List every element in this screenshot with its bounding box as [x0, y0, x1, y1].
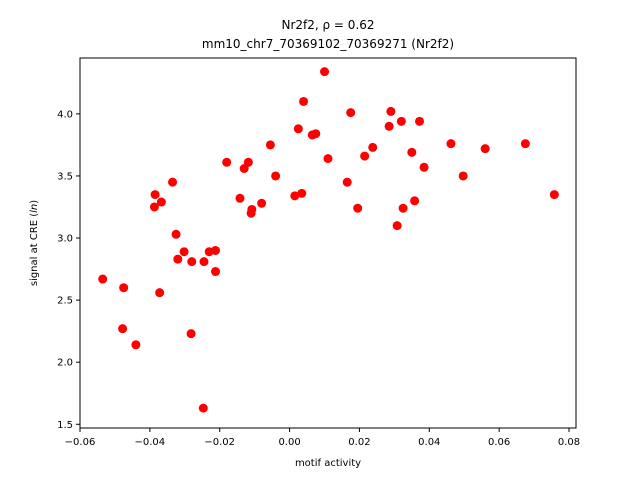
data-point [98, 274, 108, 284]
x-tick-label: −0.04 [135, 437, 166, 448]
data-point [119, 283, 129, 293]
y-tick-label: 3.0 [57, 234, 73, 245]
data-point [290, 191, 300, 201]
data-point [271, 171, 281, 181]
data-point [198, 403, 208, 413]
data-point [386, 106, 396, 116]
data-point [392, 221, 402, 231]
data-point [211, 245, 221, 255]
data-point [257, 198, 267, 208]
chart-title-line2: mm10_chr7_70369102_70369271 (Nr2f2) [202, 37, 454, 51]
data-point [480, 144, 490, 154]
y-tick-label: 1.5 [57, 420, 73, 431]
axes-frame [79, 57, 577, 429]
data-point [320, 67, 330, 77]
x-tick-label: −0.02 [204, 437, 235, 448]
data-point [222, 157, 232, 167]
data-point [360, 151, 370, 161]
data-point [297, 188, 307, 198]
data-point [235, 193, 245, 203]
y-tick-label: 2.0 [57, 358, 73, 369]
points-layer [98, 67, 559, 413]
data-point [419, 162, 429, 172]
data-point [520, 139, 530, 149]
x-tick-label: 0.02 [348, 437, 370, 448]
data-point [311, 129, 321, 139]
x-tick-label: 0.00 [278, 437, 300, 448]
data-point [211, 267, 221, 277]
data-point [265, 140, 275, 150]
data-point [342, 177, 352, 187]
x-tick-label: −0.06 [65, 437, 96, 448]
data-point [407, 147, 417, 157]
data-point [171, 229, 181, 239]
data-point [199, 257, 209, 267]
data-point [150, 190, 160, 200]
data-point [186, 329, 196, 339]
data-point [396, 116, 406, 126]
data-point [243, 157, 253, 167]
data-point [415, 116, 425, 126]
x-axis-ticks: −0.06 −0.04 −0.02 0.00 0.02 0.04 0.06 0.08 [65, 428, 580, 448]
data-point [458, 171, 468, 181]
y-tick-label: 3.5 [57, 171, 73, 182]
data-point [187, 257, 197, 267]
y-axis-ticks: 1.5 2.0 2.5 3.0 3.5 4.0 [57, 109, 80, 431]
data-point [353, 203, 363, 213]
data-point [384, 121, 394, 131]
data-point [247, 204, 257, 214]
data-point [299, 96, 309, 106]
x-axis-label: motif activity [295, 458, 361, 469]
data-point [131, 340, 141, 350]
x-tick-label: 0.06 [488, 437, 510, 448]
y-axis-label: signal at CRE (ln) [29, 200, 40, 286]
data-point [156, 197, 166, 207]
data-point [173, 254, 183, 264]
data-point [346, 108, 356, 118]
data-point [168, 177, 178, 187]
y-tick-label: 4.0 [57, 109, 73, 120]
data-point [368, 142, 378, 152]
data-point [410, 196, 420, 206]
data-point [293, 124, 303, 134]
data-point [446, 139, 456, 149]
chart-title-line1: Nr2f2, ρ = 0.62 [281, 18, 374, 32]
data-point [155, 288, 165, 298]
y-axis-label-prefix: signal at CRE ( [29, 213, 40, 286]
data-point [179, 247, 189, 257]
data-point [398, 203, 408, 213]
y-axis-label-suffix: ) [29, 200, 40, 204]
x-tick-label: 0.04 [418, 437, 440, 448]
data-point [118, 324, 128, 334]
y-tick-label: 2.5 [57, 296, 73, 307]
data-point [149, 202, 159, 212]
x-tick-label: 0.08 [558, 437, 580, 448]
data-point [323, 154, 333, 164]
data-point [549, 190, 559, 200]
y-axis-label-italic: ln [29, 204, 40, 213]
